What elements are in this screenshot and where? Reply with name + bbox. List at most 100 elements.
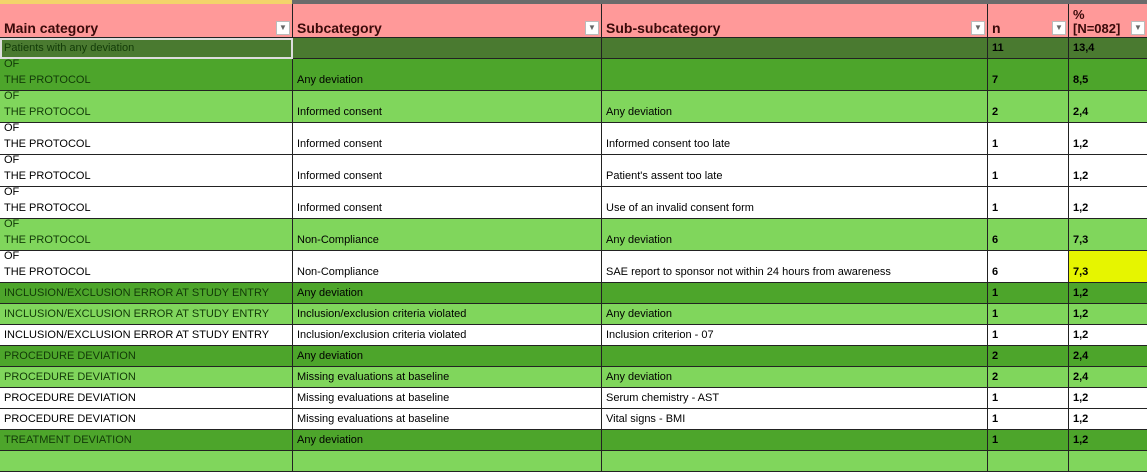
cell-n[interactable]: 1	[988, 155, 1069, 187]
cell-percent[interactable]: 7,3	[1069, 251, 1147, 283]
cell-main-category[interactable]: Patients with any deviation	[0, 38, 293, 59]
cell-percent[interactable]: 2,4	[1069, 367, 1147, 388]
cell-percent[interactable]: 1,2	[1069, 430, 1147, 451]
cell-n[interactable]: 2	[988, 346, 1069, 367]
cell-sub-subcategory[interactable]: Any deviation	[602, 304, 988, 325]
cell-sub-subcategory[interactable]: Inclusion criterion - 07	[602, 325, 988, 346]
cell-subcategory[interactable]: Informed consent	[293, 123, 602, 155]
cell-main-category[interactable]: ADHERENCE TO OTHER RELEVANT SPECIFICATIO…	[0, 187, 293, 219]
cell-n[interactable]: 11	[988, 38, 1069, 59]
cell-subcategory[interactable]: Missing evaluations at baseline	[293, 367, 602, 388]
main-category-line1: ADHERENCE TO OTHER RELEVANT SPECIFICATIO…	[4, 91, 20, 102]
cell-sub-subcategory[interactable]: Any deviation	[602, 367, 988, 388]
cell-main-category[interactable]: ADHERENCE TO OTHER RELEVANT SPECIFICATIO…	[0, 155, 293, 187]
cell-n[interactable]: 6	[988, 251, 1069, 283]
header-row: Main category ▼ Subcategory ▼ Sub-subcateg…	[0, 4, 1147, 38]
cell-n[interactable]: 1	[988, 388, 1069, 409]
cell-n[interactable]: 1	[988, 325, 1069, 346]
table-row: ADHERENCE TO OTHER RELEVANT SPECIFICATIO…	[0, 59, 1147, 91]
cell-main-category[interactable]: PROCEDURE DEVIATION	[0, 346, 293, 367]
cell-main-category[interactable]: ADHERENCE TO OTHER RELEVANT SPECIFICATIO…	[0, 251, 293, 283]
cell-n[interactable]: 1	[988, 187, 1069, 219]
main-category-text: INCLUSION/EXCLUSION ERROR AT STUDY ENTRY	[4, 329, 270, 341]
cell-percent[interactable]: 1,2	[1069, 388, 1147, 409]
cell-main-category[interactable]: PROCEDURE DEVIATION	[0, 409, 293, 430]
cell-main-category[interactable]: ADHERENCE TO OTHER RELEVANT SPECIFICATIO…	[0, 59, 293, 91]
cell-n[interactable]: 6	[988, 219, 1069, 251]
cell-main-category[interactable]: INCLUSION/EXCLUSION ERROR AT STUDY ENTRY	[0, 304, 293, 325]
cell-percent[interactable]: 13,4	[1069, 38, 1147, 59]
table-row: ADHERENCE TO OTHER RELEVANT SPECIFICATIO…	[0, 123, 1147, 155]
cell-main-category[interactable]: INCLUSION/EXCLUSION ERROR AT STUDY ENTRY	[0, 283, 293, 304]
cell-n[interactable]: 1	[988, 430, 1069, 451]
main-category-text: PROCEDURE DEVIATION	[4, 392, 136, 404]
cell-sub-subcategory[interactable]: Patient's assent too late	[602, 155, 988, 187]
cell-percent[interactable]: 1,2	[1069, 155, 1147, 187]
cell-sub-subcategory[interactable]: SAE report to sponsor not within 24 hour…	[602, 251, 988, 283]
table-row: ADHERENCE TO OTHER RELEVANT SPECIFICATIO…	[0, 219, 1147, 251]
cell-subcategory[interactable]: Informed consent	[293, 155, 602, 187]
cell-main-category[interactable]: ADHERENCE TO OTHER RELEVANT SPECIFICATIO…	[0, 123, 293, 155]
cell-sub-subcategory[interactable]	[602, 38, 988, 59]
cell-percent[interactable]: 1,2	[1069, 304, 1147, 325]
main-category-line1: ADHERENCE TO OTHER RELEVANT SPECIFICATIO…	[4, 123, 20, 134]
cell-percent[interactable]: 7,3	[1069, 219, 1147, 251]
cell-n[interactable]: 1	[988, 283, 1069, 304]
cell-sub-subcategory[interactable]: Vital signs - BMI	[602, 409, 988, 430]
cell-subcategory[interactable]: Any deviation	[293, 430, 602, 451]
cell-percent[interactable]: 2,4	[1069, 91, 1147, 123]
cell-main-category[interactable]: ADHERENCE TO OTHER RELEVANT SPECIFICATIO…	[0, 219, 293, 251]
filter-dropdown-icon[interactable]: ▼	[1052, 21, 1066, 35]
cell-subcategory[interactable]: Informed consent	[293, 187, 602, 219]
cell-main-category[interactable]	[0, 451, 293, 472]
cell-percent[interactable]: 1,2	[1069, 325, 1147, 346]
filter-dropdown-icon[interactable]: ▼	[971, 21, 985, 35]
cell-sub-subcategory[interactable]	[602, 451, 988, 472]
cell-percent[interactable]: 1,2	[1069, 123, 1147, 155]
cell-sub-subcategory[interactable]	[602, 283, 988, 304]
table-row: ADHERENCE TO OTHER RELEVANT SPECIFICATIO…	[0, 155, 1147, 187]
cell-main-category[interactable]: PROCEDURE DEVIATION	[0, 388, 293, 409]
cell-subcategory[interactable]: Inclusion/exclusion criteria violated	[293, 325, 602, 346]
cell-sub-subcategory[interactable]: Use of an invalid consent form	[602, 187, 988, 219]
cell-subcategory[interactable]: Missing evaluations at baseline	[293, 409, 602, 430]
cell-subcategory[interactable]: Any deviation	[293, 346, 602, 367]
cell-n[interactable]: 1	[988, 409, 1069, 430]
cell-percent[interactable]	[1069, 451, 1147, 472]
cell-main-category[interactable]: INCLUSION/EXCLUSION ERROR AT STUDY ENTRY	[0, 325, 293, 346]
filter-dropdown-icon[interactable]: ▼	[276, 21, 290, 35]
cell-percent[interactable]: 8,5	[1069, 59, 1147, 91]
cell-n[interactable]	[988, 451, 1069, 472]
cell-sub-subcategory[interactable]	[602, 59, 988, 91]
cell-subcategory[interactable]: Informed consent	[293, 91, 602, 123]
cell-main-category[interactable]: ADHERENCE TO OTHER RELEVANT SPECIFICATIO…	[0, 91, 293, 123]
cell-subcategory[interactable]: Any deviation	[293, 59, 602, 91]
cell-sub-subcategory[interactable]	[602, 346, 988, 367]
cell-subcategory[interactable]: Missing evaluations at baseline	[293, 388, 602, 409]
cell-n[interactable]: 2	[988, 91, 1069, 123]
cell-subcategory[interactable]	[293, 38, 602, 59]
cell-sub-subcategory[interactable]: Serum chemistry - AST	[602, 388, 988, 409]
cell-percent[interactable]: 1,2	[1069, 409, 1147, 430]
cell-subcategory[interactable]: Non-Compliance	[293, 219, 602, 251]
cell-subcategory[interactable]: Inclusion/exclusion criteria violated	[293, 304, 602, 325]
cell-sub-subcategory[interactable]: Any deviation	[602, 91, 988, 123]
cell-sub-subcategory[interactable]: Any deviation	[602, 219, 988, 251]
cell-main-category[interactable]: PROCEDURE DEVIATION	[0, 367, 293, 388]
cell-percent[interactable]: 1,2	[1069, 187, 1147, 219]
cell-percent[interactable]: 1,2	[1069, 283, 1147, 304]
cell-n[interactable]: 1	[988, 123, 1069, 155]
cell-n[interactable]: 7	[988, 59, 1069, 91]
cell-subcategory[interactable]: Non-Compliance	[293, 251, 602, 283]
main-category-line2: THE PROTOCOL	[4, 170, 91, 182]
cell-n[interactable]: 1	[988, 304, 1069, 325]
cell-percent[interactable]: 2,4	[1069, 346, 1147, 367]
cell-n[interactable]: 2	[988, 367, 1069, 388]
filter-dropdown-icon[interactable]: ▼	[585, 21, 599, 35]
cell-main-category[interactable]: TREATMENT DEVIATION	[0, 430, 293, 451]
cell-sub-subcategory[interactable]	[602, 430, 988, 451]
cell-subcategory[interactable]: Any deviation	[293, 283, 602, 304]
cell-sub-subcategory[interactable]: Informed consent too late	[602, 123, 988, 155]
cell-subcategory[interactable]	[293, 451, 602, 472]
filter-dropdown-icon[interactable]: ▼	[1131, 21, 1145, 35]
